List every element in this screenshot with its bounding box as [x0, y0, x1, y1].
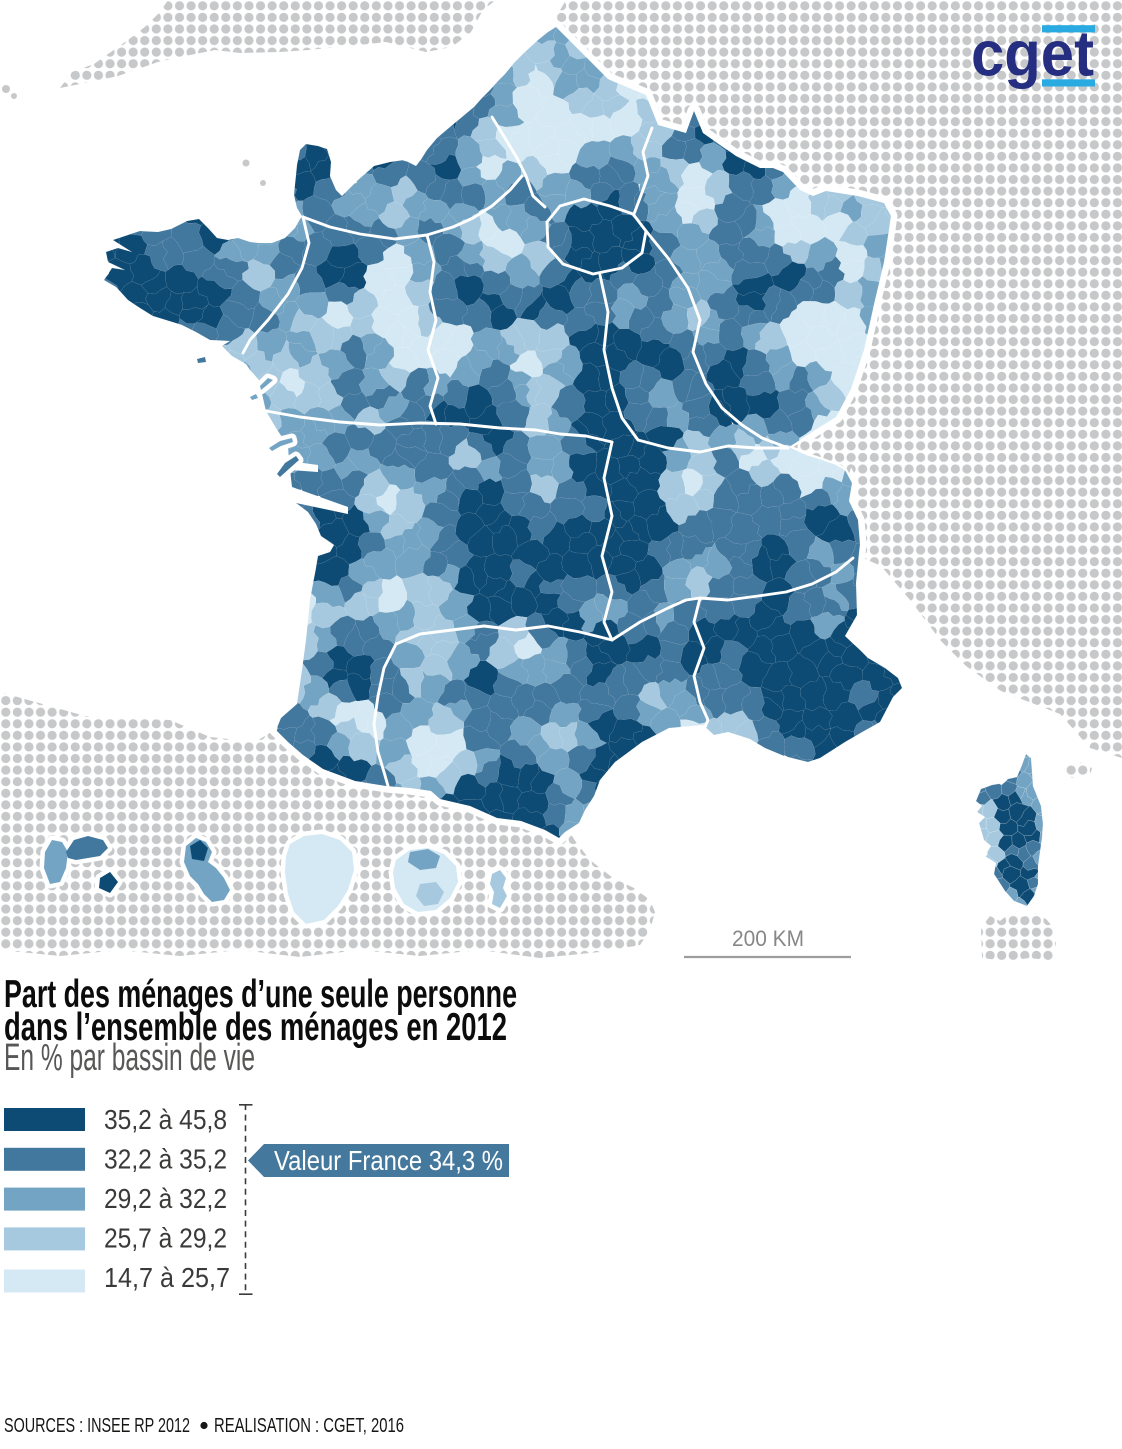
- svg-text:cget: cget: [971, 18, 1094, 90]
- svg-text:25,7 à 29,2: 25,7 à 29,2: [104, 1223, 227, 1254]
- svg-text:35,2 à 45,8: 35,2 à 45,8: [104, 1104, 227, 1135]
- svg-text:Valeur France 34,3 %: Valeur France 34,3 %: [274, 1145, 503, 1176]
- svg-text:29,2 à 32,2: 29,2 à 32,2: [104, 1183, 227, 1214]
- svg-text:Part des ménages d’une seule p: Part des ménages d’une seule personne: [4, 973, 517, 1016]
- svg-text:200 KM: 200 KM: [732, 926, 804, 951]
- svg-text:14,7 à 25,7: 14,7 à 25,7: [104, 1262, 230, 1293]
- svg-text:En % par bassin de vie: En % par bassin de vie: [4, 1037, 255, 1079]
- svg-text:SOURCES : INSEE RP 2012: SOURCES : INSEE RP 2012: [4, 1414, 190, 1437]
- svg-text:dans l’ensemble des ménages en: dans l’ensemble des ménages en 2012: [4, 1006, 507, 1049]
- svg-text:REALISATION : CGET, 2016: REALISATION : CGET, 2016: [214, 1414, 404, 1437]
- svg-text:32,2 à 35,2: 32,2 à 35,2: [104, 1144, 227, 1175]
